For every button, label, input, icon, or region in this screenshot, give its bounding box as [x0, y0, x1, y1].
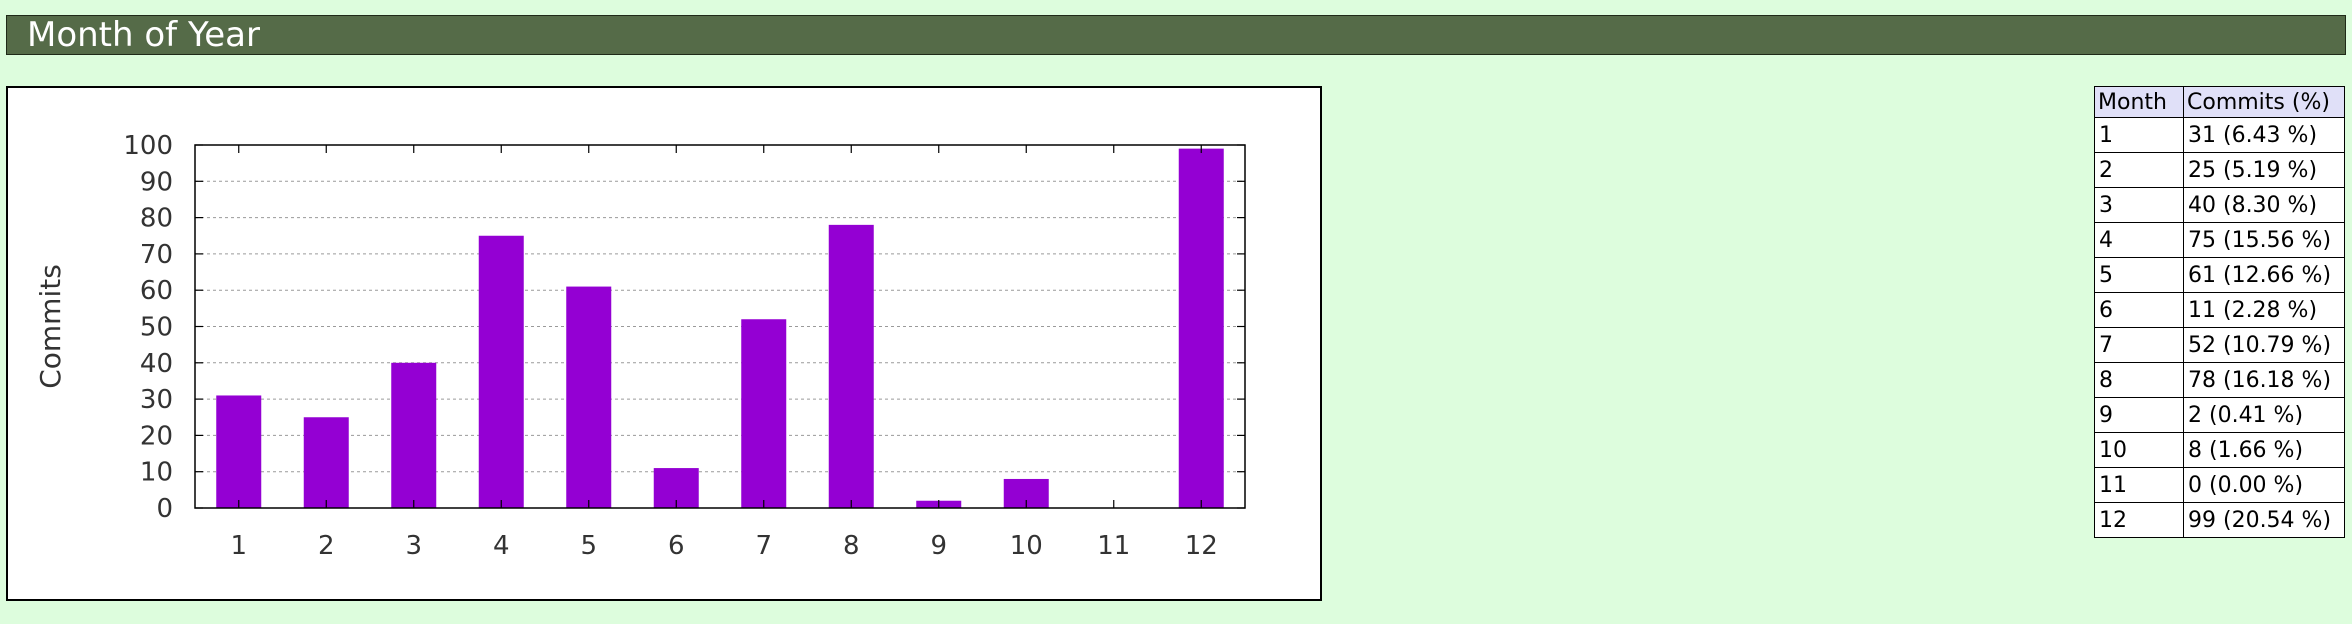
x-tick-label: 8	[843, 531, 860, 561]
column-header-month: Month	[2094, 86, 2184, 118]
commits-cell: 8 (1.66 %)	[2183, 432, 2345, 468]
month-cell: 6	[2094, 292, 2184, 328]
commits-cell: 75 (15.56 %)	[2183, 222, 2345, 258]
bar	[478, 235, 524, 508]
y-tick-label: 70	[140, 240, 173, 270]
bar	[303, 417, 349, 508]
column-header-commits: Commits (%)	[2183, 86, 2345, 118]
commits-cell: 40 (8.30 %)	[2183, 187, 2345, 223]
bar	[741, 319, 787, 508]
y-tick-label: 100	[123, 131, 173, 161]
x-tick-label: 5	[580, 531, 597, 561]
section-header: Month of Year	[6, 15, 2346, 55]
y-tick-label: 20	[140, 421, 173, 451]
month-cell: 8	[2094, 362, 2184, 398]
x-tick-label: 7	[755, 531, 772, 561]
bar	[566, 286, 612, 508]
month-cell: 11	[2094, 467, 2184, 503]
table-row: 11 0 (0.00 %)	[2094, 467, 2345, 503]
x-tick-label: 11	[1097, 531, 1130, 561]
bar	[828, 224, 874, 509]
y-tick-label: 80	[140, 204, 173, 234]
month-cell: 12	[2094, 502, 2184, 538]
table-row: 8 78 (16.18 %)	[2094, 362, 2345, 398]
month-cell: 7	[2094, 327, 2184, 363]
y-tick-label: 10	[140, 458, 173, 488]
y-tick-label: 0	[156, 494, 173, 524]
y-tick-label: 90	[140, 167, 173, 197]
month-cell: 2	[2094, 152, 2184, 188]
x-tick-label: 10	[1010, 531, 1043, 561]
commits-cell: 11 (2.28 %)	[2183, 292, 2345, 328]
bar	[1178, 148, 1224, 508]
table-row: 7 52 (10.79 %)	[2094, 327, 2345, 363]
month-cell: 5	[2094, 257, 2184, 293]
x-tick-label: 12	[1185, 531, 1218, 561]
x-tick-label: 6	[668, 531, 685, 561]
month-cell: 9	[2094, 397, 2184, 433]
commits-cell: 2 (0.41 %)	[2183, 397, 2345, 433]
month-cell: 3	[2094, 187, 2184, 223]
table-row: 2 25 (5.19 %)	[2094, 152, 2345, 188]
table-row: 3 40 (8.30 %)	[2094, 187, 2345, 223]
table-row: 12 99 (20.54 %)	[2094, 502, 2345, 538]
month-cell: 1	[2094, 117, 2184, 153]
x-tick-label: 9	[930, 531, 947, 561]
commits-cell: 99 (20.54 %)	[2183, 502, 2345, 538]
table-row: 5 61 (12.66 %)	[2094, 257, 2345, 293]
table-row: 10 8 (1.66 %)	[2094, 432, 2345, 468]
section-title: Month of Year	[27, 15, 260, 55]
y-tick-label: 50	[140, 313, 173, 343]
x-tick-label: 1	[230, 531, 247, 561]
bar	[216, 395, 262, 508]
y-tick-label: 40	[140, 349, 173, 379]
bar	[391, 362, 437, 508]
x-tick-label: 3	[405, 531, 422, 561]
table-row: 1 31 (6.43 %)	[2094, 117, 2345, 153]
y-tick-label: 60	[140, 276, 173, 306]
table-row: 6 11 (2.28 %)	[2094, 292, 2345, 328]
month-cell: 10	[2094, 432, 2184, 468]
commits-cell: 31 (6.43 %)	[2183, 117, 2345, 153]
commits-cell: 61 (12.66 %)	[2183, 257, 2345, 293]
y-tick-label: 30	[140, 385, 173, 415]
x-tick-label: 2	[318, 531, 335, 561]
x-tick-label: 4	[493, 531, 510, 561]
commits-cell: 52 (10.79 %)	[2183, 327, 2345, 363]
month-cell: 4	[2094, 222, 2184, 258]
commits-cell: 78 (16.18 %)	[2183, 362, 2345, 398]
commits-cell: 0 (0.00 %)	[2183, 467, 2345, 503]
chart-frame: 0 10 20 30 40 50 60 70 80 90 100 1 2 3 4 5 6 7 8 9 10 11 12 Com…	[6, 86, 1322, 601]
table-header-row: Month Commits (%)	[2094, 86, 2345, 118]
commits-cell: 25 (5.19 %)	[2183, 152, 2345, 188]
y-axis-title: Commits	[34, 264, 67, 389]
table-row: 4 75 (15.56 %)	[2094, 222, 2345, 258]
month-commits-table: Month Commits (%) 1 31 (6.43 %) 2 25 (5.19 …	[2094, 86, 2345, 538]
